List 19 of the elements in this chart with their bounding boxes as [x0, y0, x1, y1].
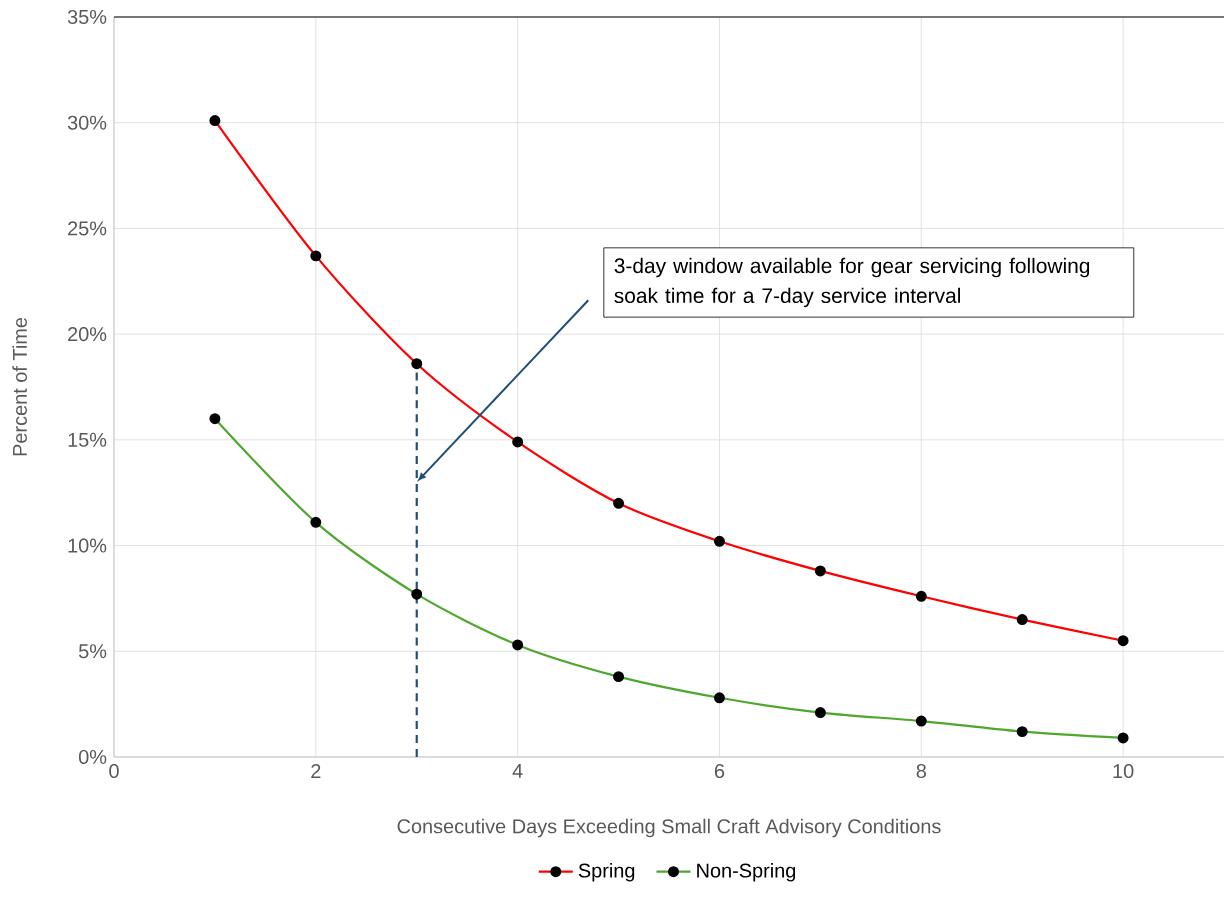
y-tick-label: 5% [78, 644, 107, 659]
x-axis-title: Consecutive Days Exceeding Small Craft Advisory Conditions [397, 818, 941, 838]
x-tick-label: 10 [1113, 764, 1134, 779]
y-tick-label: 20% [68, 327, 107, 342]
y-tick-label: 25% [68, 221, 107, 236]
legend-label: Spring [578, 862, 635, 882]
x-tick-label: 4 [512, 764, 523, 778]
x-tick-label: 0 [109, 764, 119, 779]
x-tick-label: 2 [311, 764, 321, 778]
y-tick-label: 10% [68, 538, 107, 553]
y-tick-label: 35% [67, 9, 107, 25]
annotation: 3-day window available for gear servicing following soak time for a 7-day service interval [614, 257, 1090, 308]
y-tick-label: 30% [67, 115, 107, 130]
y-tick-label: 0% [78, 749, 107, 765]
y-tick-label: 15% [68, 432, 107, 447]
y-axis-title: Percent of Time [12, 317, 27, 456]
legend-label: Non-Spring [697, 862, 796, 882]
x-tick-label: 6 [714, 764, 725, 779]
x-tick-label: 8 [916, 764, 926, 779]
